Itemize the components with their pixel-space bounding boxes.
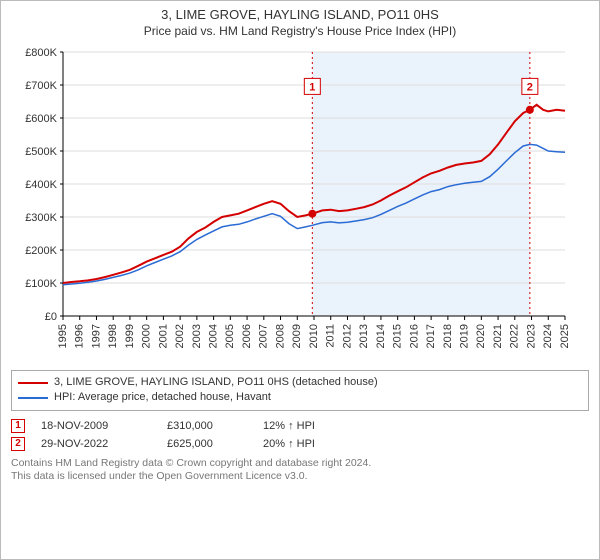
svg-text:1997: 1997 <box>90 324 102 348</box>
svg-text:2025: 2025 <box>559 324 571 348</box>
event-price: £310,000 <box>167 420 247 432</box>
svg-text:2019: 2019 <box>459 324 471 348</box>
sale-event-row: 2 29-NOV-2022 £625,000 20% ↑ HPI <box>11 435 589 453</box>
svg-text:2006: 2006 <box>241 324 253 348</box>
svg-text:1999: 1999 <box>124 324 136 348</box>
svg-text:£100K: £100K <box>25 278 57 290</box>
legend-row: HPI: Average price, detached house, Hava… <box>18 390 582 405</box>
event-date: 18-NOV-2009 <box>41 420 151 432</box>
svg-text:2013: 2013 <box>358 324 370 348</box>
svg-text:2000: 2000 <box>141 324 153 348</box>
legend-swatch-subject <box>18 382 48 384</box>
svg-text:2005: 2005 <box>224 324 236 348</box>
footer-line-2: This data is licensed under the Open Gov… <box>11 470 589 484</box>
svg-text:£200K: £200K <box>25 245 57 257</box>
svg-text:2020: 2020 <box>475 324 487 348</box>
event-price: £625,000 <box>167 438 247 450</box>
svg-text:£0: £0 <box>45 311 57 323</box>
legend-label-subject: 3, LIME GROVE, HAYLING ISLAND, PO11 0HS … <box>54 375 378 390</box>
svg-text:£800K: £800K <box>25 47 57 59</box>
title-line-2: Price paid vs. HM Land Registry's House … <box>11 24 589 38</box>
svg-text:1995: 1995 <box>57 324 69 348</box>
event-date: 29-NOV-2022 <box>41 438 151 450</box>
svg-text:2018: 2018 <box>442 324 454 348</box>
svg-text:£500K: £500K <box>25 146 57 158</box>
sale-event-row: 1 18-NOV-2009 £310,000 12% ↑ HPI <box>11 417 589 435</box>
title-line-1: 3, LIME GROVE, HAYLING ISLAND, PO11 0HS <box>11 7 589 22</box>
svg-text:2: 2 <box>527 81 533 93</box>
svg-text:£600K: £600K <box>25 113 57 125</box>
svg-text:2010: 2010 <box>308 324 320 348</box>
svg-text:2021: 2021 <box>492 324 504 348</box>
sale-events: 1 18-NOV-2009 £310,000 12% ↑ HPI 2 29-NO… <box>11 417 589 453</box>
svg-text:1998: 1998 <box>107 324 119 348</box>
svg-text:2017: 2017 <box>425 324 437 348</box>
svg-text:2007: 2007 <box>258 324 270 348</box>
data-attribution: Contains HM Land Registry data © Crown c… <box>11 457 589 484</box>
svg-text:1996: 1996 <box>74 324 86 348</box>
legend-row: 3, LIME GROVE, HAYLING ISLAND, PO11 0HS … <box>18 375 582 390</box>
svg-text:2016: 2016 <box>408 324 420 348</box>
svg-text:£400K: £400K <box>25 179 57 191</box>
svg-text:2012: 2012 <box>341 324 353 348</box>
svg-text:1: 1 <box>309 81 315 93</box>
svg-text:2008: 2008 <box>274 324 286 348</box>
chart-container: 3, LIME GROVE, HAYLING ISLAND, PO11 0HS … <box>0 0 600 560</box>
event-marker-icon: 1 <box>11 419 25 433</box>
svg-text:£700K: £700K <box>25 80 57 92</box>
legend: 3, LIME GROVE, HAYLING ISLAND, PO11 0HS … <box>11 370 589 411</box>
svg-text:2009: 2009 <box>291 324 303 348</box>
price-chart: £0 £100K £200K £300K £400K £500K £600K £700K £80… <box>11 44 571 364</box>
svg-text:2015: 2015 <box>392 324 404 348</box>
svg-text:2003: 2003 <box>191 324 203 348</box>
svg-text:2023: 2023 <box>525 324 537 348</box>
svg-text:2004: 2004 <box>208 324 220 348</box>
event-delta: 20% ↑ HPI <box>263 438 315 450</box>
svg-text:2024: 2024 <box>542 324 554 348</box>
event-marker-icon: 2 <box>11 437 25 451</box>
svg-text:2002: 2002 <box>174 324 186 348</box>
svg-text:£300K: £300K <box>25 212 57 224</box>
legend-label-hpi: HPI: Average price, detached house, Hava… <box>54 390 271 405</box>
footer-line-1: Contains HM Land Registry data © Crown c… <box>11 457 589 471</box>
svg-text:2022: 2022 <box>509 324 521 348</box>
svg-text:2014: 2014 <box>375 324 387 348</box>
legend-swatch-hpi <box>18 397 48 399</box>
svg-text:2001: 2001 <box>157 324 169 348</box>
svg-text:2011: 2011 <box>325 324 337 348</box>
event-delta: 12% ↑ HPI <box>263 420 315 432</box>
